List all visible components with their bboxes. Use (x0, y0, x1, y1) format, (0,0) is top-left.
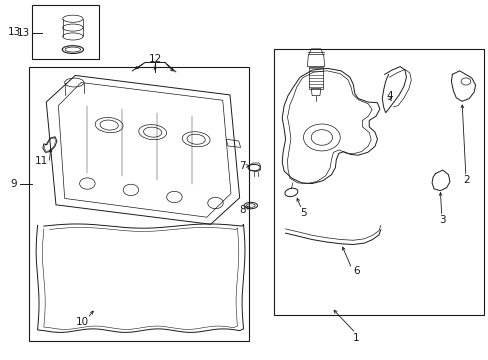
Text: 11: 11 (35, 156, 48, 166)
Text: 13: 13 (8, 27, 21, 37)
Text: 4: 4 (386, 91, 392, 101)
Text: 12: 12 (148, 54, 162, 64)
Text: 8: 8 (238, 205, 245, 215)
Text: 13: 13 (17, 28, 30, 37)
Text: 7: 7 (238, 161, 245, 171)
Text: 2: 2 (463, 175, 469, 185)
Text: 10: 10 (76, 317, 89, 327)
Bar (29, 67, 249, 341)
Text: 6: 6 (353, 266, 359, 276)
Text: 9: 9 (10, 179, 17, 189)
Text: 5: 5 (300, 208, 306, 217)
Text: 1: 1 (352, 333, 358, 343)
Text: 3: 3 (439, 215, 445, 225)
Bar (32, 5, 99, 59)
Bar (273, 49, 483, 315)
